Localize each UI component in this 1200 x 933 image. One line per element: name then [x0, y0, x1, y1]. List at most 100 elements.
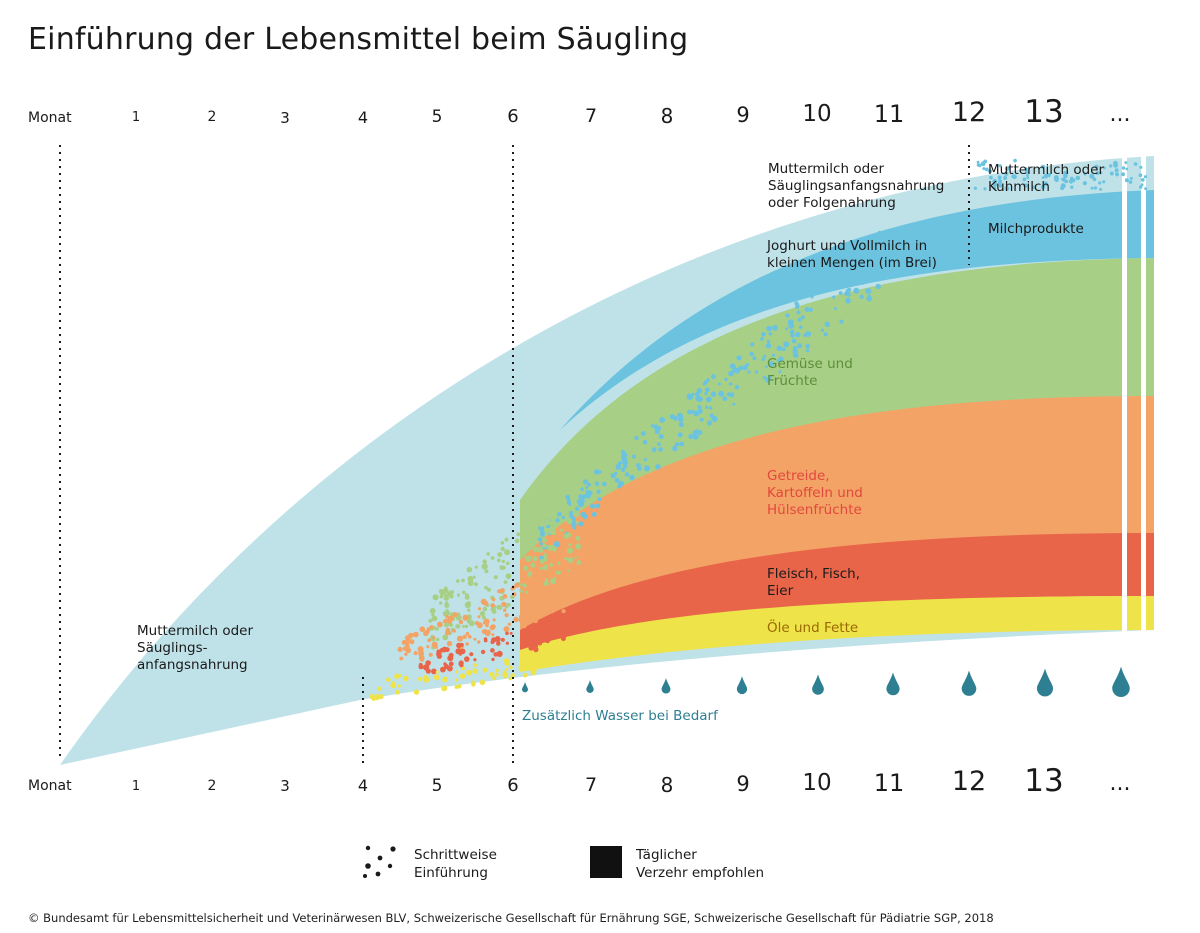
gradual-dot: [844, 264, 849, 269]
gradual-dot: [490, 603, 495, 608]
gradual-dot: [482, 559, 487, 564]
gradual-dot: [443, 618, 448, 623]
gradual-dot: [702, 382, 706, 386]
gradual-dot: [531, 516, 537, 521]
gradual-dot: [537, 640, 543, 646]
gradual-dot: [455, 670, 459, 674]
gradual-dot: [859, 261, 866, 268]
gradual-dot: [765, 343, 772, 349]
gradual-dot: [1093, 186, 1098, 190]
gradual-dot: [1129, 176, 1133, 180]
gradual-dot: [1026, 176, 1030, 180]
gradual-dot: [464, 624, 469, 629]
gradual-dot: [760, 337, 764, 341]
gradual-dot: [824, 321, 831, 328]
gradual-dot: [431, 615, 438, 622]
gradual-dot: [867, 294, 872, 299]
gradual-dot: [1099, 187, 1103, 191]
gradual-dot: [998, 164, 1002, 168]
gradual-dot: [993, 182, 998, 187]
gradual-dot: [1140, 183, 1144, 187]
gradual-dot: [399, 656, 404, 661]
gradual-dot: [808, 307, 814, 312]
gradual-dot: [394, 673, 400, 680]
gradual-dot: [537, 537, 543, 542]
gradual-dot: [458, 661, 464, 667]
gradual-dot: [532, 556, 538, 562]
gradual-dot: [484, 630, 491, 637]
gradual-dot: [569, 579, 576, 585]
gradual-dot: [507, 622, 511, 626]
gradual-dot: [459, 642, 464, 647]
gradual-dot: [525, 637, 530, 643]
gradual-dot: [1133, 162, 1138, 166]
month-11-bottom: 11: [873, 769, 905, 797]
gradual-dot: [695, 392, 700, 397]
gradual-dot: [502, 594, 508, 599]
gradual-dot: [559, 591, 565, 598]
gradual-dot: [489, 624, 495, 631]
gradual-dot: [1075, 175, 1081, 181]
gradual-dot: [413, 689, 420, 695]
gradual-dot: [480, 598, 487, 605]
gradual-dot: [501, 559, 505, 564]
gradual-dot: [423, 630, 429, 637]
gradual-dot: [565, 504, 570, 509]
gradual-dot: [556, 499, 559, 503]
gradual-dot: [576, 560, 582, 565]
gradual-dot: [1115, 172, 1119, 177]
gradual-dot: [461, 666, 466, 671]
gradual-dot: [535, 599, 542, 606]
gradual-dot: [578, 496, 583, 501]
gradual-dot: [474, 565, 478, 569]
month-8-bottom: 8: [660, 773, 674, 797]
gradual-dot: [983, 159, 988, 164]
month-7-bottom: 7: [584, 774, 598, 796]
gradual-dot: [482, 621, 487, 625]
gradual-dot: [500, 546, 505, 552]
gradual-dot: [1143, 175, 1148, 179]
gradual-dot: [804, 306, 810, 312]
gradual-dot: [464, 593, 469, 598]
gradual-dot: [582, 479, 589, 485]
gradual-dot: [620, 455, 625, 460]
gradual-dot: [976, 163, 981, 167]
gradual-dot: [734, 367, 740, 374]
gradual-dot: [497, 589, 502, 594]
gradual-dot: [706, 396, 712, 402]
gradual-dot: [561, 617, 566, 622]
gradual-dot: [493, 652, 499, 657]
gradual-dot: [539, 521, 545, 527]
gradual-dot: [1004, 171, 1009, 176]
gradual-dot: [586, 482, 591, 487]
band-oils: [520, 596, 1154, 672]
gradual-dot: [864, 273, 868, 277]
gradual-dot: [549, 562, 553, 567]
gradual-dot: [750, 342, 755, 347]
gradual-dot: [426, 645, 430, 649]
gradual-dot: [540, 532, 545, 537]
gradual-dot: [462, 624, 465, 628]
gradual-dot: [601, 481, 607, 487]
gradual-dot: [747, 370, 751, 374]
gradual-dot: [576, 499, 580, 504]
gradual-dot: [483, 638, 488, 643]
gradual-dot: [498, 605, 503, 610]
gradual-dot: [404, 639, 410, 646]
gradual-dot: [1109, 164, 1113, 168]
gradual-dot: [549, 608, 555, 614]
water-drop-icon: [886, 672, 900, 696]
gradual-dot: [729, 363, 736, 369]
month-3: 3: [280, 109, 290, 127]
gradual-dot: [568, 543, 572, 547]
gradual-dot: [598, 470, 602, 474]
gradual-dot: [555, 566, 561, 572]
gradual-dot: [482, 667, 488, 673]
gradual-dot: [443, 595, 449, 601]
gradual-dot: [998, 177, 1002, 181]
gradual-dot: [791, 338, 797, 344]
gradual-dot: [973, 186, 978, 190]
gradual-dot: [1098, 181, 1102, 185]
gradual-dot: [555, 624, 561, 630]
